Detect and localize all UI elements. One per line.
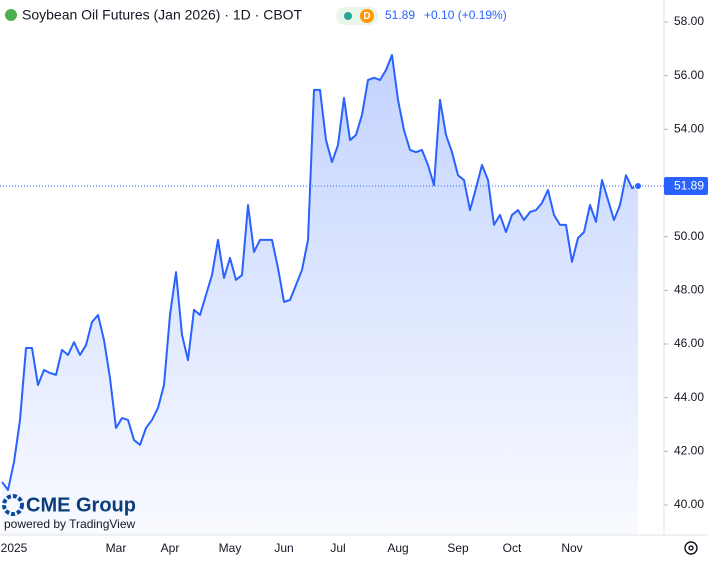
price-line	[1, 54, 639, 491]
last-price: 51.89	[385, 8, 415, 22]
logo-text: CME Group	[26, 494, 136, 516]
y-tick-label: 50.00	[674, 229, 704, 243]
y-tick-label: 54.00	[674, 122, 704, 136]
y-tick-label: 44.00	[674, 390, 704, 404]
last-price-tag	[664, 176, 708, 195]
y-tick-label: 42.00	[674, 444, 704, 458]
gear-inner[interactable]	[688, 545, 694, 551]
x-tick-label: Oct	[503, 541, 522, 555]
x-tick-label: May	[219, 541, 242, 555]
x-tick-label: Jul	[330, 541, 345, 555]
area-fill	[2, 55, 638, 535]
plot-area	[0, 54, 664, 535]
delay-label: D	[363, 11, 370, 22]
delay-badge	[360, 9, 374, 23]
logo: CME Group powered by TradingView	[2, 494, 136, 531]
x-tick-label: Aug	[387, 541, 408, 555]
logo-globe	[2, 494, 24, 516]
y-tick-label: 46.00	[674, 336, 704, 350]
y-tick-label: 40.00	[674, 497, 704, 511]
x-tick-label: Nov	[561, 541, 582, 555]
settings-icon[interactable]	[684, 541, 698, 555]
header: Soybean Oil Futures (Jan 2026) · 1D · CB…	[5, 7, 507, 25]
last-price-tag-label: 51.89	[674, 179, 704, 193]
gear-outer[interactable]	[684, 541, 698, 555]
x-tick-label: Mar	[106, 541, 127, 555]
x-tick-label: 2025	[1, 541, 28, 555]
market-status-dot	[344, 12, 352, 20]
price-change: +0.10 (+0.19%)	[424, 8, 507, 22]
last-point	[634, 181, 642, 190]
x-tick-label: Sep	[447, 541, 469, 555]
symbol-icon	[5, 9, 17, 21]
y-tick-label: 56.00	[674, 68, 704, 82]
y-tick-label: 48.00	[674, 283, 704, 297]
y-tick-label: 58.00	[674, 14, 704, 28]
x-tick-label: Jun	[274, 541, 293, 555]
x-tick-label: Apr	[161, 541, 180, 555]
powered-by: powered by TradingView	[4, 517, 136, 531]
symbol-title: Soybean Oil Futures (Jan 2026) · 1D · CB…	[22, 7, 303, 23]
